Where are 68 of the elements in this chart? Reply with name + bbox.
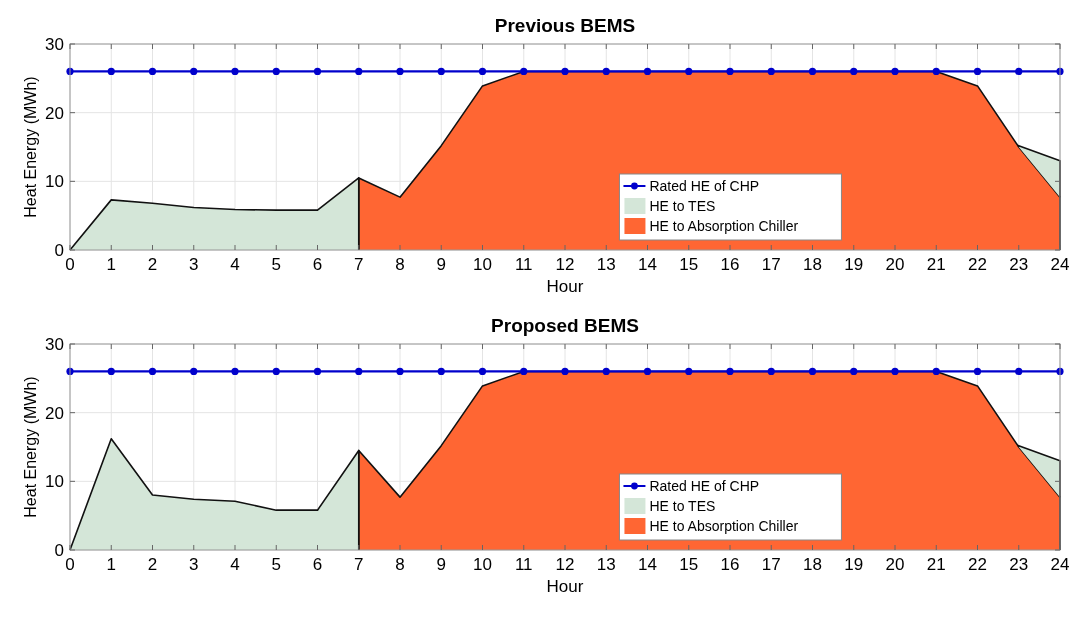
y-tick-label: 0 bbox=[54, 241, 64, 260]
x-tick-label: 1 bbox=[106, 255, 116, 274]
x-tick-label: 23 bbox=[1009, 555, 1029, 574]
x-tick-label: 17 bbox=[761, 555, 781, 574]
x-tick-label: 8 bbox=[395, 555, 405, 574]
x-tick-label: 13 bbox=[596, 255, 616, 274]
x-tick-label: 20 bbox=[885, 255, 905, 274]
x-tick-label: 1 bbox=[106, 555, 116, 574]
x-tick-label: 4 bbox=[230, 255, 240, 274]
chart-title: Previous BEMS bbox=[494, 15, 636, 36]
legend-label: HE to Absorption Chiller bbox=[649, 518, 799, 534]
x-tick-label: 6 bbox=[312, 555, 323, 574]
x-tick-label: 21 bbox=[926, 255, 946, 274]
x-tick-label: 17 bbox=[761, 255, 781, 274]
x-tick-label: 16 bbox=[720, 555, 740, 574]
x-tick-label: 16 bbox=[720, 255, 740, 274]
x-tick-label: 18 bbox=[803, 555, 822, 574]
x-tick-label: 14 bbox=[638, 555, 657, 574]
x-tick-label: 15 bbox=[679, 255, 699, 274]
x-tick-label: 8 bbox=[395, 255, 405, 274]
x-tick-label: 24 bbox=[1050, 555, 1070, 574]
x-tick-label: 19 bbox=[844, 555, 864, 574]
y-tick-label: 10 bbox=[45, 172, 64, 192]
legend-label: Rated HE of CHP bbox=[649, 178, 760, 194]
x-tick-label: 7 bbox=[354, 555, 364, 574]
x-tick-label: 9 bbox=[436, 255, 446, 274]
x-tick-label: 5 bbox=[271, 255, 281, 274]
x-tick-label: 5 bbox=[271, 555, 281, 574]
x-tick-label: 10 bbox=[473, 555, 492, 574]
x-tick-label: 14 bbox=[638, 255, 657, 274]
x-tick-label: 18 bbox=[803, 255, 822, 274]
legend-label: HE to TES bbox=[649, 498, 716, 514]
x-tick-label: 22 bbox=[968, 255, 987, 274]
x-tick-label: 24 bbox=[1050, 255, 1070, 274]
x-tick-label: 2 bbox=[147, 555, 158, 574]
x-tick-label: 23 bbox=[1009, 255, 1029, 274]
x-tick-label: 11 bbox=[514, 555, 533, 574]
x-tick-label: 12 bbox=[555, 555, 575, 574]
x-tick-label: 4 bbox=[230, 555, 240, 574]
x-tick-label: 7 bbox=[354, 255, 364, 274]
chart-title: Proposed BEMS bbox=[491, 315, 639, 336]
x-tick-label: 22 bbox=[968, 555, 987, 574]
x-tick-label: 21 bbox=[926, 555, 946, 574]
y-axis-title: Heat Energy (MWh) bbox=[22, 76, 39, 218]
y-tick-label: 30 bbox=[45, 335, 64, 354]
x-tick-label: 10 bbox=[473, 255, 492, 274]
y-tick-label: 20 bbox=[45, 403, 64, 423]
x-axis-title: Hour bbox=[546, 577, 584, 596]
x-tick-label: 9 bbox=[436, 555, 446, 574]
y-tick-label: 30 bbox=[45, 35, 64, 54]
x-tick-label: 20 bbox=[885, 555, 905, 574]
x-tick-label: 2 bbox=[147, 255, 158, 274]
x-tick-label: 13 bbox=[596, 555, 616, 574]
x-tick-label: 3 bbox=[189, 255, 199, 274]
y-axis-title: Heat Energy (MWh) bbox=[22, 376, 39, 518]
legend-label: HE to Absorption Chiller bbox=[649, 218, 799, 234]
x-tick-label: 11 bbox=[514, 255, 533, 274]
x-tick-label: 6 bbox=[312, 255, 323, 274]
legend-label: HE to TES bbox=[649, 198, 716, 214]
y-tick-label: 0 bbox=[54, 541, 64, 560]
x-tick-label: 15 bbox=[679, 555, 699, 574]
x-tick-label: 19 bbox=[844, 255, 864, 274]
x-tick-label: 3 bbox=[189, 555, 199, 574]
y-tick-label: 10 bbox=[45, 472, 64, 492]
x-tick-label: 12 bbox=[555, 255, 575, 274]
x-axis-title: Hour bbox=[546, 277, 584, 296]
y-tick-label: 20 bbox=[45, 103, 64, 123]
legend-label: Rated HE of CHP bbox=[649, 478, 760, 494]
